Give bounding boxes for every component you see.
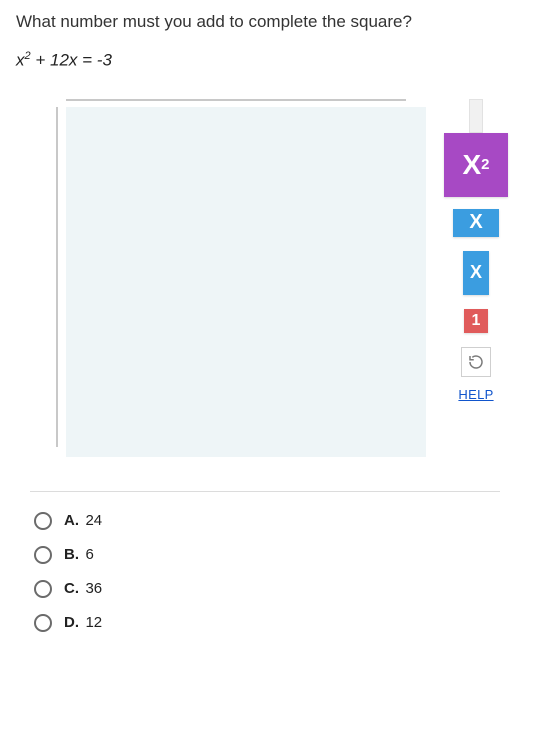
refresh-icon (467, 353, 485, 371)
answer-value: 6 (85, 546, 93, 563)
answer-option[interactable]: B. 6 (34, 546, 518, 564)
radio-icon[interactable] (34, 614, 52, 632)
tile-x-horizontal[interactable]: X (453, 209, 499, 237)
radio-icon[interactable] (34, 546, 52, 564)
tile-x-squared[interactable]: X2 (444, 133, 508, 197)
radio-icon[interactable] (34, 512, 52, 530)
refresh-button[interactable] (461, 347, 491, 377)
answer-letter: B. (64, 546, 79, 563)
scrollbar-track[interactable] (469, 99, 483, 133)
axis-left (56, 107, 58, 447)
tile-x-vertical[interactable]: X (463, 251, 489, 295)
tool-rail: X2 X X 1 HELP (440, 99, 512, 402)
canvas-container (56, 99, 426, 463)
answer-letter: C. (64, 580, 79, 597)
canvas-area[interactable] (66, 107, 426, 457)
axis-top (66, 99, 406, 101)
answer-letter: A. (64, 512, 79, 529)
answer-option[interactable]: A. 24 (34, 512, 518, 530)
answer-letter: D. (64, 614, 79, 631)
answer-list: A. 24 B. 6 C. 36 D. 12 (16, 512, 518, 632)
answer-option[interactable]: C. 36 (34, 580, 518, 598)
workspace: X2 X X 1 HELP (16, 99, 518, 463)
answer-value: 36 (85, 580, 102, 597)
answer-value: 24 (85, 512, 102, 529)
answer-option[interactable]: D. 12 (34, 614, 518, 632)
question-equation: x2 + 12x = -3 (16, 50, 518, 71)
tile-one[interactable]: 1 (464, 309, 488, 333)
answer-value: 12 (85, 614, 102, 631)
divider (30, 491, 500, 492)
question-prompt: What number must you add to complete the… (16, 12, 518, 32)
help-link[interactable]: HELP (458, 387, 493, 402)
radio-icon[interactable] (34, 580, 52, 598)
